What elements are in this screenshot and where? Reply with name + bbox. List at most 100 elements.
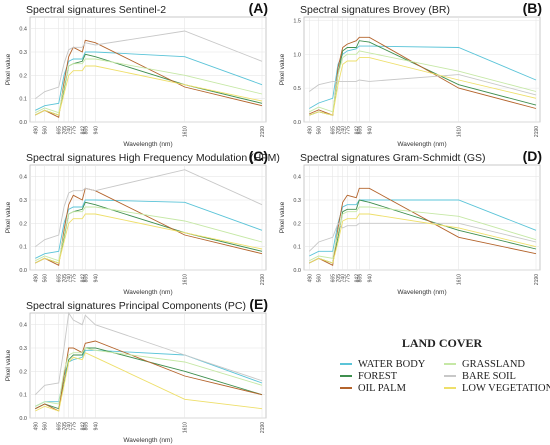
x-tick-label: 665 bbox=[57, 422, 63, 431]
x-tick-label: 775 bbox=[345, 274, 351, 283]
x-tick-label: 775 bbox=[71, 274, 77, 283]
series-line-oilpalm bbox=[35, 340, 263, 412]
y-tick-label: 0.1 bbox=[19, 393, 27, 399]
y-tick-label: 0.2 bbox=[19, 221, 27, 227]
chart-title: Spectral signatures Gram-Schmidt (GS) bbox=[300, 152, 486, 164]
series-line-lowveg bbox=[309, 57, 537, 116]
y-tick-label: 0.1 bbox=[293, 245, 301, 251]
chart-panel-c: 0.0 0.1 0.2 0.3 0.4 490 560 665 705 740 775 842 865 9… bbox=[2, 148, 280, 296]
x-tick-label: 560 bbox=[317, 126, 323, 135]
panel-letter: (E) bbox=[249, 296, 268, 312]
y-tick-label: 0.0 bbox=[19, 268, 27, 274]
x-tick-label: 705 bbox=[336, 126, 342, 135]
series-line-grass bbox=[309, 50, 537, 113]
x-tick-label: 705 bbox=[62, 126, 68, 135]
y-tick-label: 0.2 bbox=[293, 221, 301, 227]
x-tick-label: 2190 bbox=[534, 126, 540, 137]
series-line-water bbox=[35, 199, 263, 259]
x-tick-label: 865 bbox=[357, 126, 363, 135]
x-tick-label: 490 bbox=[307, 274, 313, 283]
series-line-bare bbox=[35, 169, 263, 248]
legend-label: WATER BODY bbox=[358, 358, 426, 370]
y-tick-label: 0.2 bbox=[19, 369, 27, 375]
legend-title: LAND COVER bbox=[401, 336, 483, 350]
series-line-oilpalm bbox=[309, 36, 537, 116]
y-tick-label: 0.5 bbox=[293, 86, 301, 92]
legend-key-lowveg bbox=[444, 383, 456, 393]
x-tick-label: 1610 bbox=[457, 274, 463, 285]
series-line-oilpalm bbox=[309, 187, 537, 266]
series-line-bare bbox=[34, 311, 263, 396]
y-tick-label: 0.3 bbox=[19, 346, 27, 352]
y-tick-label: 0.3 bbox=[293, 198, 301, 204]
x-tick-label: 560 bbox=[43, 274, 49, 283]
x-tick-label: 2190 bbox=[260, 126, 266, 137]
series-line-lowveg bbox=[35, 352, 263, 412]
chart-title: Spectral signatures Brovey (BR) bbox=[300, 4, 450, 16]
y-axis-label: Pixel value bbox=[5, 53, 12, 85]
x-tick-label: 560 bbox=[317, 274, 323, 283]
legend-key-oilpalm bbox=[340, 383, 352, 393]
legend: LAND COVER WATER BODY GRASSLAND FOREST B… bbox=[336, 336, 550, 436]
y-axis-label: Pixel value bbox=[5, 201, 12, 233]
x-tick-label: 2190 bbox=[534, 274, 540, 285]
series-line-lowveg bbox=[35, 65, 263, 116]
series-line-grass bbox=[35, 58, 263, 114]
y-tick-label: 0.4 bbox=[19, 323, 27, 329]
y-tick-label: 0.0 bbox=[293, 268, 301, 274]
x-axis-label: Wavelength (nm) bbox=[123, 437, 172, 444]
y-axis-label: Pixel value bbox=[279, 53, 286, 85]
x-axis-label: Wavelength (nm) bbox=[123, 289, 172, 296]
x-tick-label: 560 bbox=[43, 422, 49, 431]
series-line-grass bbox=[35, 347, 263, 407]
chart-title: Spectral signatures Sentinel-2 bbox=[26, 4, 167, 16]
legend-item-oilpalm: OIL PALM bbox=[340, 382, 406, 394]
x-tick-label: 705 bbox=[336, 274, 342, 283]
x-tick-label: 490 bbox=[33, 126, 39, 135]
x-tick-label: 490 bbox=[33, 422, 39, 431]
chart-panel-b: 0.0 0.5 1.0 1.5 490 560 665 705 740 775 842 865 940 1… bbox=[276, 0, 548, 148]
x-tick-label: 2190 bbox=[260, 422, 266, 433]
x-tick-label: 490 bbox=[33, 274, 39, 283]
x-tick-label: 705 bbox=[62, 422, 68, 431]
y-tick-label: 1.5 bbox=[293, 18, 301, 24]
y-tick-label: 0.3 bbox=[19, 198, 27, 204]
x-tick-label: 740 bbox=[67, 274, 73, 283]
series-line-bare bbox=[309, 74, 537, 96]
x-tick-label: 940 bbox=[93, 274, 99, 283]
chart-title: Spectral signatures High Frequency Modul… bbox=[26, 152, 280, 164]
panel-letter: (B) bbox=[522, 0, 542, 16]
y-tick-label: 0.2 bbox=[19, 73, 27, 79]
chart-panel-e: 0.0 0.1 0.2 0.3 0.4 490 560 665 705 740 775 842 865 9… bbox=[2, 296, 274, 444]
legend-label: LOW VEGETATION bbox=[462, 382, 550, 394]
series-line-water bbox=[309, 199, 537, 257]
x-tick-label: 1610 bbox=[183, 274, 189, 285]
y-tick-label: 0.4 bbox=[19, 175, 27, 181]
legend-item-bare: BARE SOIL bbox=[444, 370, 516, 382]
x-tick-label: 1610 bbox=[183, 126, 189, 137]
x-axis-label: Wavelength (nm) bbox=[123, 141, 172, 148]
x-tick-label: 940 bbox=[93, 126, 99, 135]
panel-letter: (C) bbox=[248, 148, 268, 164]
plot-area bbox=[303, 16, 541, 123]
y-tick-label: 1.0 bbox=[293, 52, 301, 58]
series-line-bare bbox=[35, 30, 263, 100]
chart-panel-a: 0.0 0.1 0.2 0.3 0.4 490 560 665 705 740 775 842 865 9… bbox=[2, 0, 274, 148]
x-tick-label: 665 bbox=[331, 126, 337, 135]
y-tick-label: 0.1 bbox=[19, 245, 27, 251]
plot-area bbox=[29, 164, 267, 271]
x-tick-label: 865 bbox=[357, 274, 363, 283]
legend-key-water bbox=[340, 359, 352, 369]
x-tick-label: 775 bbox=[71, 422, 77, 431]
legend-key-forest bbox=[340, 371, 352, 381]
plot-area bbox=[29, 16, 267, 123]
chart-panel-d: 0.0 0.1 0.2 0.3 0.4 490 560 665 705 740 775 842 865 9… bbox=[276, 148, 548, 296]
x-tick-label: 665 bbox=[331, 274, 337, 283]
plot-area bbox=[29, 312, 267, 419]
x-tick-label: 705 bbox=[62, 274, 68, 283]
series-line-oilpalm bbox=[35, 187, 263, 266]
series-line-lowveg bbox=[309, 213, 537, 264]
x-tick-label: 842 bbox=[80, 126, 86, 135]
y-axis-label: Pixel value bbox=[5, 349, 12, 381]
